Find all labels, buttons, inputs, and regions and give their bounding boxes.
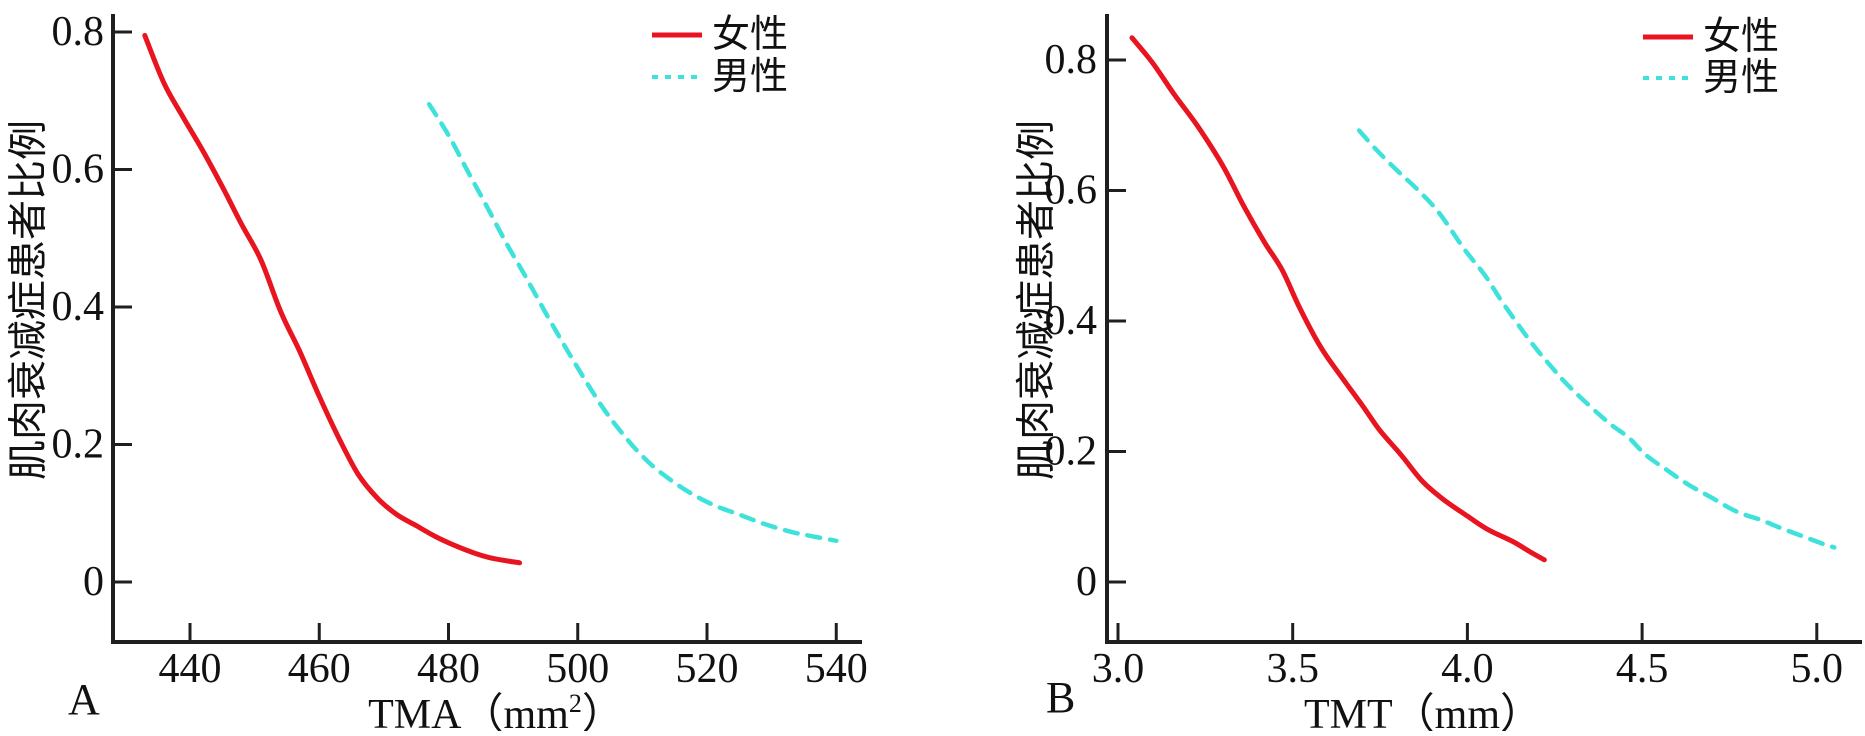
- y-tick-label-A: 0.8: [52, 9, 105, 55]
- axes-B: [1105, 14, 1862, 644]
- panel-label-B: B: [1046, 673, 1075, 722]
- x-axis-title-B: TMT（mm）: [1304, 692, 1542, 731]
- x-tick-label-B: 5.0: [1791, 646, 1844, 692]
- y-tick-label-A: 0: [83, 559, 104, 605]
- y-tick-label-A: 0.6: [52, 147, 105, 193]
- x-axis-title-superscript: 2: [569, 689, 582, 718]
- male-series-line-B: [1356, 128, 1837, 550]
- x-tick-label-A: 500: [546, 646, 609, 692]
- legend-female-label-A: 女性: [712, 14, 788, 56]
- axes-A: [111, 14, 862, 644]
- y-tick-label-B: 0.4: [1045, 298, 1098, 344]
- y-tick-label-B: 0.2: [1045, 429, 1098, 475]
- x-axis-title-A: TMA（mm2）: [368, 689, 624, 731]
- y-axis-title-A: 肌肉衰减症患者比例: [6, 120, 51, 480]
- legend-female-label-B: 女性: [1703, 16, 1779, 58]
- y-tick-label-B: 0.8: [1045, 37, 1098, 83]
- x-tick-label-B: 3.0: [1092, 646, 1145, 692]
- x-tick-label-B: 3.5: [1266, 646, 1319, 692]
- x-tick-label-A: 440: [159, 646, 222, 692]
- y-tick-label-B: 0: [1076, 559, 1097, 605]
- x-axis-title-suffix: ）: [582, 692, 624, 731]
- female-series-line-B: [1129, 35, 1547, 563]
- x-tick-label-A: 460: [288, 646, 351, 692]
- female-series-line-A: [142, 32, 523, 566]
- x-tick-label-B: 4.0: [1441, 646, 1494, 692]
- y-axis-title-B: 肌肉衰减症患者比例: [1014, 120, 1059, 480]
- male-series-line-A: [426, 101, 839, 544]
- legend-male-label-A: 男性: [712, 56, 788, 98]
- y-tick-label-A: 0.2: [52, 422, 105, 468]
- panel-label-A: A: [68, 675, 100, 724]
- x-axis-title-text: TMT（mm）: [1304, 692, 1542, 731]
- y-tick-label-B: 0.6: [1045, 168, 1098, 214]
- y-tick-label-A: 0.4: [52, 284, 105, 330]
- x-axis-title-text: TMA（mm: [368, 692, 569, 731]
- x-tick-label-A: 540: [805, 646, 868, 692]
- chart-panel-B: 3.0 3.5 4.0 4.5 5.0 0 0.2 0.4 0.6 0.8 TMT（mm） 肌肉衰减症…: [1014, 14, 1862, 736]
- x-tick-label-A: 480: [417, 646, 480, 692]
- x-tick-label-A: 520: [676, 646, 739, 692]
- x-tick-label-B: 4.5: [1616, 646, 1669, 692]
- chart-panel-A: 440 460 480 500 520 540 0 0.2 0.4 0.6 0.8 TMA（mm2） 肌…: [6, 9, 868, 736]
- legend-male-label-B: 男性: [1703, 57, 1779, 99]
